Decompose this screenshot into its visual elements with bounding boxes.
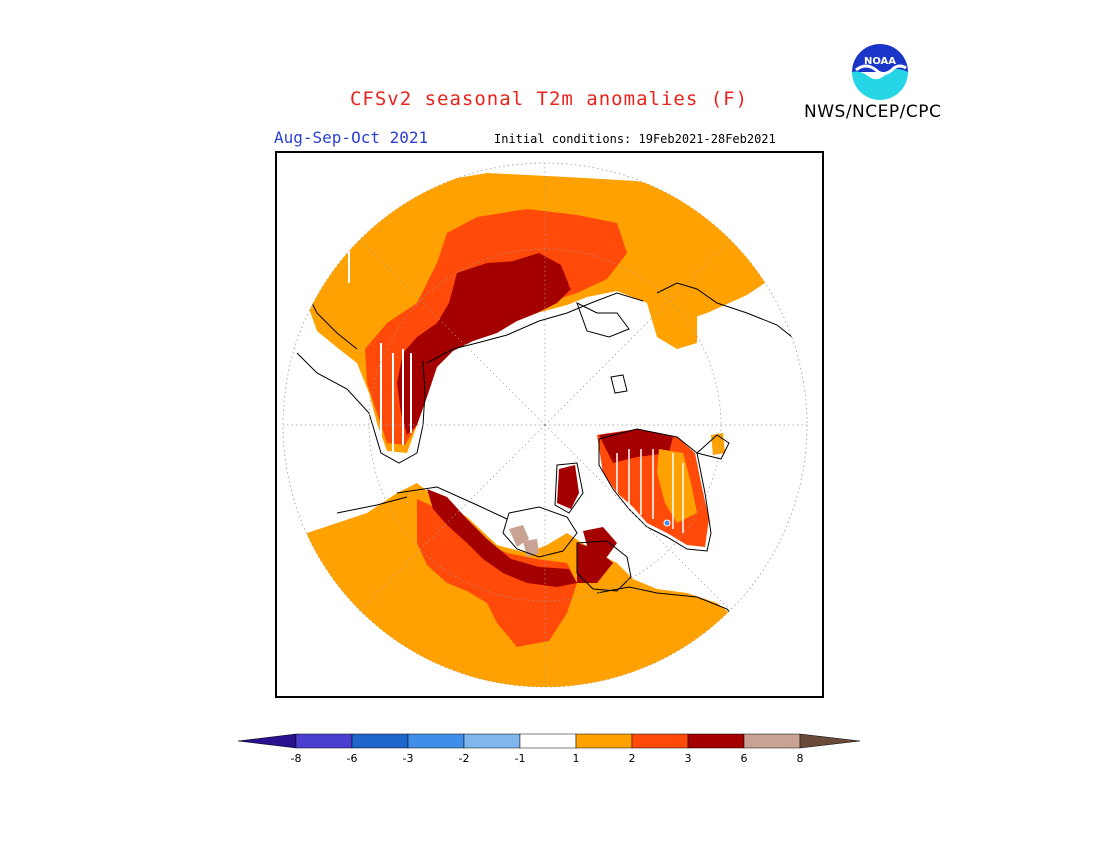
colorbar-segment — [631, 733, 689, 749]
colorbar-arrow-left — [238, 733, 297, 749]
colorbar-legend — [238, 733, 861, 749]
noaa-logo-text: NOAA — [864, 56, 896, 67]
anomaly-namerica-redorange — [417, 499, 577, 647]
coastlines — [296, 282, 807, 634]
anomaly-siberia-darkred2 — [483, 265, 525, 313]
greenland-stripes — [616, 449, 684, 533]
season-label: Aug-Sep-Oct 2021 — [274, 128, 429, 147]
colorbar-tick-label: -3 — [402, 752, 414, 765]
colorbar-tick-label: -2 — [458, 752, 470, 765]
colorbar-segment — [743, 733, 801, 749]
anomaly-europe-orange — [647, 301, 697, 349]
colorbar-segment — [687, 733, 745, 749]
colorbar-tick-label: 1 — [572, 752, 580, 765]
colorbar-tick-label: 3 — [684, 752, 692, 765]
initial-conditions-label: Initial conditions: 19Feb2021-28Feb2021 — [494, 132, 776, 146]
colorbar-segment — [463, 733, 521, 749]
map-title: CFSv2 seasonal T2m anomalies (F) — [349, 88, 749, 110]
anomaly-iceland-orange — [711, 433, 725, 455]
colorbar-segment — [351, 733, 409, 749]
anomaly-taymyr-darkred — [513, 253, 569, 305]
anomaly-hudson-darkred — [577, 543, 613, 583]
colorbar-segment — [295, 733, 353, 749]
meridians — [283, 163, 807, 687]
data-void-stripes — [348, 233, 412, 453]
colorbar-segment — [519, 733, 577, 749]
anomaly-archipelago-darkred — [557, 465, 579, 509]
anomaly-namerica-darkred — [427, 489, 577, 587]
anomaly-baffin-darkred — [583, 527, 617, 557]
colorbar-tick-label: -6 — [346, 752, 358, 765]
marker-dot — [663, 519, 671, 527]
colorbar-segment — [407, 733, 465, 749]
colorbar-arrow-right — [799, 733, 861, 749]
noaa-logo-icon: NOAA — [849, 41, 911, 103]
colorbar-tick-label: 2 — [628, 752, 636, 765]
colorbar-tick-label: -1 — [514, 752, 526, 765]
anomaly-map-svg — [282, 162, 808, 688]
colorbar-tick-label: 6 — [740, 752, 748, 765]
colorbar-tick-label: 8 — [796, 752, 804, 765]
colorbar-segment — [575, 733, 633, 749]
polar-map — [275, 151, 824, 698]
colorbar-tick-label: -8 — [290, 752, 302, 765]
anomaly-greenland-orange — [657, 449, 697, 523]
agency-label: NWS/NCEP/CPC — [804, 102, 942, 122]
anomaly-eurasia-darkred — [397, 261, 571, 435]
